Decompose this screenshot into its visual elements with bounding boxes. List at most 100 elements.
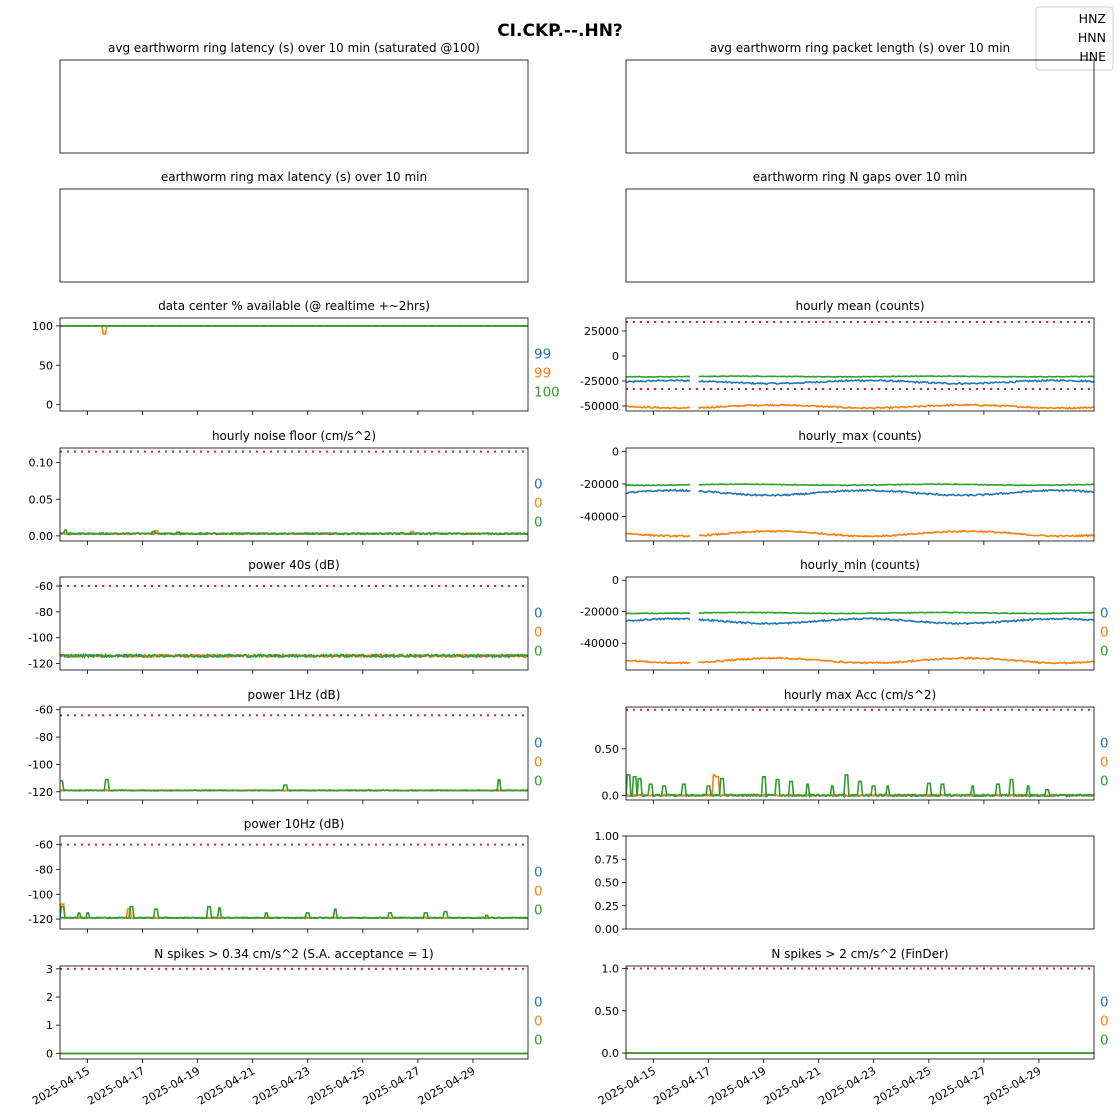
- panel-title: power 10Hz (dB): [244, 817, 345, 831]
- x-tick-label: 2025-04-15: [596, 1064, 658, 1107]
- series-line-hnn: [626, 656, 1094, 665]
- axes-frame: [59, 965, 529, 1060]
- series-line-hnn: [626, 774, 1094, 798]
- panel-ngaps: earthworm ring N gaps over 10 min: [625, 170, 1095, 283]
- series-line-hne: [60, 905, 528, 920]
- y-tick-label: -25000: [580, 375, 619, 388]
- panel-hourly-min: hourly_min (counts) 0 -20000 -40000 0 0 0: [580, 558, 1109, 674]
- y-tick-label: 0.10: [29, 457, 54, 470]
- axes-frame: [59, 59, 529, 154]
- y-tick-label: 1: [46, 1019, 53, 1032]
- side-value-hnz: 0: [534, 477, 543, 493]
- axes-frame: [625, 188, 1095, 283]
- y-tick-label: 0.25: [595, 900, 620, 913]
- axes-frame: [625, 317, 1095, 412]
- y-tick-label: 3: [46, 963, 53, 976]
- plot-area: [626, 708, 1094, 799]
- x-tick-label: 2025-04-17: [651, 1064, 713, 1107]
- panel-latency-max: earthworm ring max latency (s) over 10 m…: [59, 170, 529, 283]
- panels: avg earthworm ring latency (s) over 10 m…: [28, 41, 1109, 1108]
- series-line-hnn: [60, 325, 528, 335]
- y-tick-label: 1.00: [595, 830, 620, 843]
- y-tick-label: -60: [35, 580, 53, 593]
- x-tick-label: 2025-04-25: [871, 1064, 933, 1107]
- x-tick-label: 2025-04-15: [30, 1064, 92, 1107]
- side-value-hne: 0: [534, 644, 543, 660]
- side-value-hnn: 0: [1100, 755, 1109, 771]
- y-tick-label: -60: [35, 704, 53, 717]
- side-value-hnz: 0: [1100, 736, 1109, 752]
- x-tick-label: 2025-04-17: [85, 1064, 147, 1107]
- series-line-hne: [60, 652, 528, 659]
- panel-power-1hz: power 1Hz (dB) -60 -80 -100 -120 0 0 0: [28, 688, 543, 804]
- side-value-hnz: 0: [534, 606, 543, 622]
- series-line-hnz: [626, 488, 1094, 498]
- y-tick-label: 100: [32, 320, 53, 333]
- side-value-hne: 0: [534, 903, 543, 919]
- series-line-hnn: [626, 529, 1094, 539]
- x-tick-label: 2025-04-21: [761, 1064, 823, 1107]
- axes-frame: [59, 317, 529, 412]
- side-value-hne: 0: [534, 774, 543, 790]
- side-value-hne: 0: [534, 1033, 543, 1049]
- axes-frame: [59, 835, 529, 930]
- series-line-hnz: [626, 617, 1094, 626]
- axes-frame: [625, 59, 1095, 154]
- y-tick-label: 0.50: [595, 1005, 620, 1018]
- x-tick-label: 2025-04-23: [250, 1064, 312, 1107]
- y-tick-label: -80: [35, 606, 53, 619]
- panel-hourly-mean: hourly mean (counts) 25000 0 -25000 -50000: [580, 299, 1095, 415]
- x-tick-label: 2025-04-25: [305, 1064, 367, 1107]
- panel-power-10hz: power 10Hz (dB) -60 -80 -100 -120 0 0 0: [28, 817, 543, 933]
- plot-area: [60, 324, 528, 335]
- side-value-hnz: 0: [534, 736, 543, 752]
- panel-title: earthworm ring N gaps over 10 min: [753, 170, 967, 184]
- y-tick-label: 0: [612, 445, 619, 458]
- y-tick-label: 0.0: [602, 789, 620, 802]
- plot-area: [626, 321, 1094, 410]
- y-tick-label: -80: [35, 863, 53, 876]
- legend-frame: [1035, 6, 1114, 71]
- plot-area: [626, 967, 1094, 1054]
- axes-frame: [59, 188, 529, 283]
- panel-spikes-2: N spikes > 2 cm/s^2 (FinDer) 0.0 0.50 1.0 20…: [595, 947, 1109, 1108]
- panel-title: hourly mean (counts): [795, 299, 924, 313]
- y-tick-label: -50000: [580, 400, 619, 413]
- series-line-hne: [626, 483, 1094, 487]
- y-tick-label: -120: [28, 658, 53, 671]
- legend-entry-hnn: HNN: [1078, 30, 1106, 45]
- panel-power-40s: power 40s (dB) -60 -80 -100 -120 0 0 0: [28, 558, 543, 674]
- y-tick-label: -40000: [580, 637, 619, 650]
- panel-title: avg earthworm ring latency (s) over 10 m…: [108, 41, 480, 55]
- side-value-hnn: 0: [1100, 1014, 1109, 1030]
- y-tick-label: 25000: [584, 325, 619, 338]
- y-tick-label: -20000: [580, 478, 619, 491]
- side-value-hnz: 99: [534, 347, 551, 363]
- side-value-hne: 0: [1100, 774, 1109, 790]
- x-tick-label: 2025-04-27: [361, 1064, 423, 1107]
- y-tick-label: -60: [35, 839, 53, 852]
- side-value-hnn: 0: [534, 884, 543, 900]
- x-tick-label: 2025-04-19: [706, 1064, 768, 1107]
- panel-title: hourly_max (counts): [798, 429, 921, 443]
- legend-entry-hne: HNE: [1079, 49, 1106, 64]
- x-tick-label: 2025-04-29: [982, 1064, 1044, 1107]
- series-line-hne: [626, 611, 1094, 615]
- series-line-hne: [626, 774, 1094, 799]
- side-value-hne: 100: [534, 385, 560, 401]
- panel-title: power 1Hz (dB): [248, 688, 341, 702]
- side-value-hnn: 0: [534, 625, 543, 641]
- panel-availability: data center % available (@ realtime +~2h…: [32, 299, 560, 415]
- y-tick-label: -100: [28, 632, 53, 645]
- panel-packet-len: avg earthworm ring packet length (s) ove…: [625, 41, 1095, 154]
- y-tick-label: 0.50: [595, 877, 620, 890]
- side-value-hnz: 0: [534, 865, 543, 881]
- panel-title: earthworm ring max latency (s) over 10 m…: [161, 170, 427, 184]
- y-tick-label: 0: [612, 574, 619, 587]
- y-tick-label: 0.50: [595, 743, 620, 756]
- axes-frame: [625, 835, 1095, 930]
- y-tick-label: -20000: [580, 606, 619, 619]
- figure-title: CI.CKP.--.HN?: [497, 21, 623, 41]
- panel-blank: 0.00 0.25 0.50 0.75 1.00: [595, 830, 1095, 936]
